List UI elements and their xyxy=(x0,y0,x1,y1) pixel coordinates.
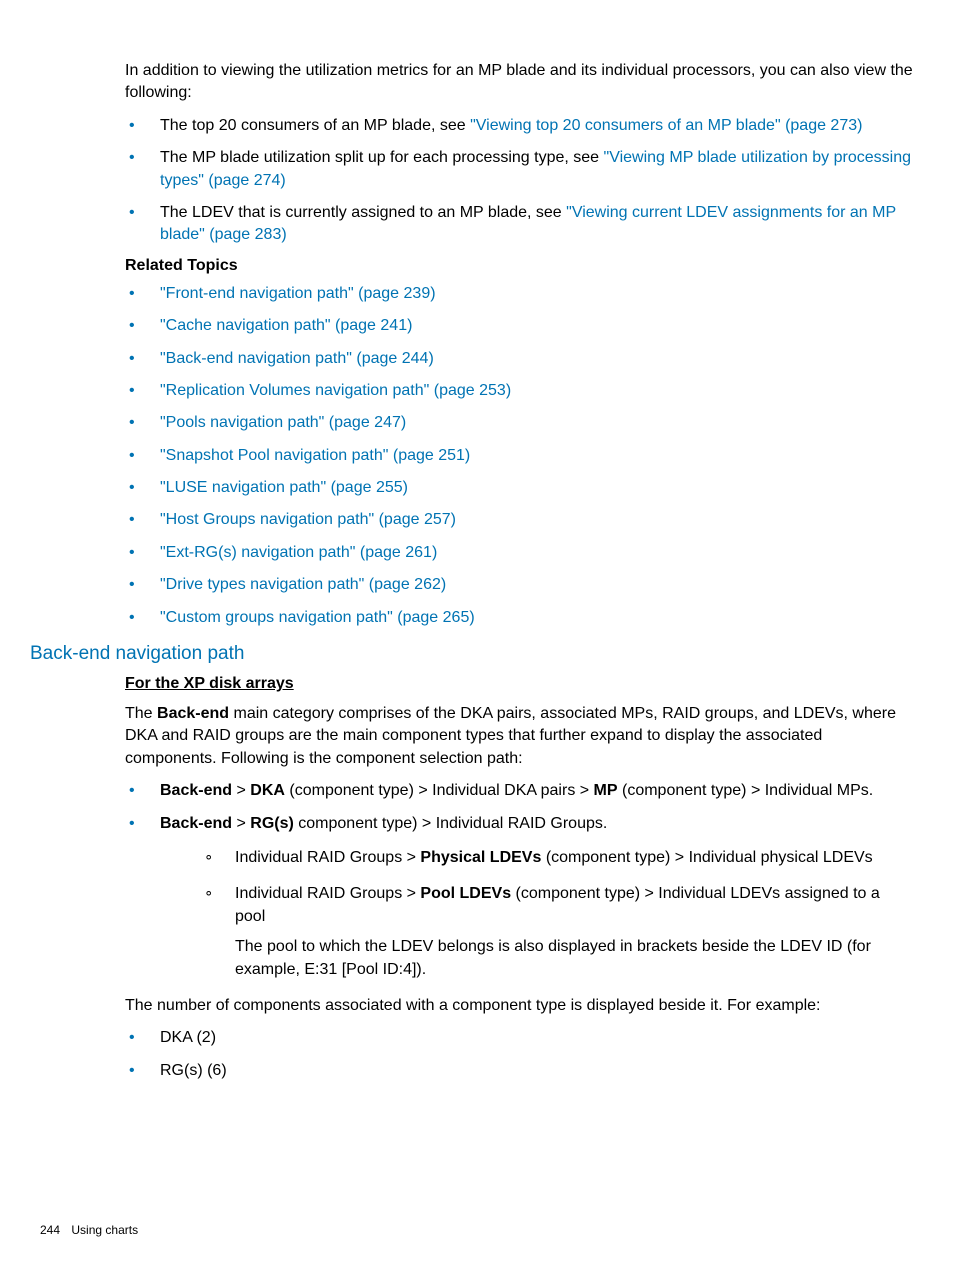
related-topics-heading: Related Topics xyxy=(125,257,914,275)
list-item: "Back-end navigation path" (page 244) xyxy=(125,348,914,370)
section-title-backend: Back-end navigation path xyxy=(30,643,914,665)
doc-link[interactable]: "Viewing top 20 consumers of an MP blade… xyxy=(470,117,862,134)
doc-link[interactable]: "LUSE navigation path" (page 255) xyxy=(160,479,408,496)
list-item: "Replication Volumes navigation path" (p… xyxy=(125,380,914,402)
list-item: The top 20 consumers of an MP blade, see… xyxy=(125,115,914,137)
list-item: RG(s) (6) xyxy=(125,1060,914,1082)
doc-link[interactable]: "Snapshot Pool navigation path" (page 25… xyxy=(160,447,470,464)
doc-link[interactable]: "Drive types navigation path" (page 262) xyxy=(160,576,446,593)
doc-link[interactable]: "Ext-RG(s) navigation path" (page 261) xyxy=(160,544,437,561)
page-number: 244 xyxy=(40,1223,60,1237)
example-list: DKA (2) RG(s) (6) xyxy=(125,1027,914,1082)
list-item: "Host Groups navigation path" (page 257) xyxy=(125,509,914,531)
intro-paragraph: In addition to viewing the utilization m… xyxy=(125,60,914,105)
list-item: "LUSE navigation path" (page 255) xyxy=(125,477,914,499)
doc-link[interactable]: "Cache navigation path" (page 241) xyxy=(160,317,412,334)
example-paragraph: The number of components associated with… xyxy=(125,995,914,1017)
list-item: "Pools navigation path" (page 247) xyxy=(125,412,914,434)
list-item: Individual RAID Groups > Physical LDEVs … xyxy=(200,847,914,869)
doc-link[interactable]: "Custom groups navigation path" (page 26… xyxy=(160,609,475,626)
path-list: Back-end > DKA (component type) > Indivi… xyxy=(125,780,914,981)
list-item: "Ext-RG(s) navigation path" (page 261) xyxy=(125,542,914,564)
doc-link[interactable]: "Front-end navigation path" (page 239) xyxy=(160,285,436,302)
list-item: Back-end > RG(s) component type) > Indiv… xyxy=(125,813,914,981)
list-item: "Snapshot Pool navigation path" (page 25… xyxy=(125,445,914,467)
doc-link[interactable]: "Back-end navigation path" (page 244) xyxy=(160,350,434,367)
doc-link[interactable]: "Replication Volumes navigation path" (p… xyxy=(160,382,511,399)
doc-link[interactable]: "Viewing MP blade utilization by process… xyxy=(160,149,911,188)
sub-list: Individual RAID Groups > Physical LDEVs … xyxy=(200,847,914,981)
page-footer: 244 Using charts xyxy=(40,1223,138,1237)
list-item: "Cache navigation path" (page 241) xyxy=(125,315,914,337)
list-item: Back-end > DKA (component type) > Indivi… xyxy=(125,780,914,802)
list-item: "Custom groups navigation path" (page 26… xyxy=(125,607,914,629)
list-item: Individual RAID Groups > Pool LDEVs (com… xyxy=(200,883,914,981)
related-links-list: "Front-end navigation path" (page 239) "C… xyxy=(125,283,914,629)
subtitle-xp-arrays: For the XP disk arrays xyxy=(125,675,914,693)
doc-link[interactable]: "Pools navigation path" (page 247) xyxy=(160,414,406,431)
footer-section: Using charts xyxy=(71,1223,138,1237)
addition-list: The top 20 consumers of an MP blade, see… xyxy=(125,115,914,247)
list-item: "Drive types navigation path" (page 262) xyxy=(125,574,914,596)
list-item: "Front-end navigation path" (page 239) xyxy=(125,283,914,305)
backend-description: The Back-end main category comprises of … xyxy=(125,703,914,770)
list-item: The MP blade utilization split up for ea… xyxy=(125,147,914,192)
doc-link[interactable]: "Viewing current LDEV assignments for an… xyxy=(160,204,896,243)
note-text: The pool to which the LDEV belongs is al… xyxy=(235,936,914,981)
doc-link[interactable]: "Host Groups navigation path" (page 257) xyxy=(160,511,456,528)
list-item: DKA (2) xyxy=(125,1027,914,1049)
list-item: The LDEV that is currently assigned to a… xyxy=(125,202,914,247)
